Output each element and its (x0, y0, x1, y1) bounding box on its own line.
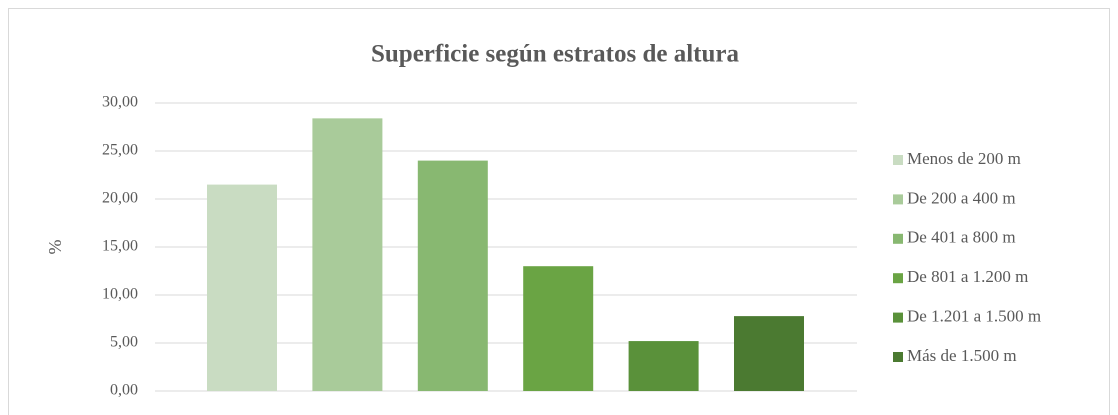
y-axis-label: % (45, 240, 65, 255)
y-tick-label: 25,00 (102, 142, 138, 159)
legend-swatch (893, 273, 903, 284)
legend-label: Más de 1.500 m (907, 346, 1017, 365)
bar (628, 341, 699, 391)
y-tick-label: 5,00 (110, 334, 138, 351)
legend-swatch (893, 194, 903, 205)
legend-label: De 1.201 a 1.500 m (907, 307, 1041, 326)
legend-label: Menos de 200 m (907, 149, 1021, 168)
legend-label: De 200 a 400 m (907, 188, 1016, 207)
bar (523, 266, 594, 391)
bar (417, 160, 488, 391)
bar (734, 316, 804, 391)
legend-label: De 801 a 1.200 m (907, 267, 1028, 286)
chart-title: Superficie según estratos de altura (371, 41, 740, 68)
y-tick-label: 20,00 (102, 190, 138, 207)
legend-label: De 401 a 800 m (907, 228, 1016, 247)
bar (207, 184, 277, 391)
y-tick-label: 15,00 (102, 238, 138, 255)
y-tick-label: 30,00 (102, 94, 138, 111)
bar (312, 118, 383, 392)
legend-swatch (893, 155, 903, 165)
legend-swatch (893, 352, 903, 362)
y-tick-label: 10,00 (102, 286, 138, 303)
y-tick-label: 0,00 (110, 382, 138, 399)
legend-swatch (893, 312, 903, 323)
legend-swatch (893, 233, 903, 244)
